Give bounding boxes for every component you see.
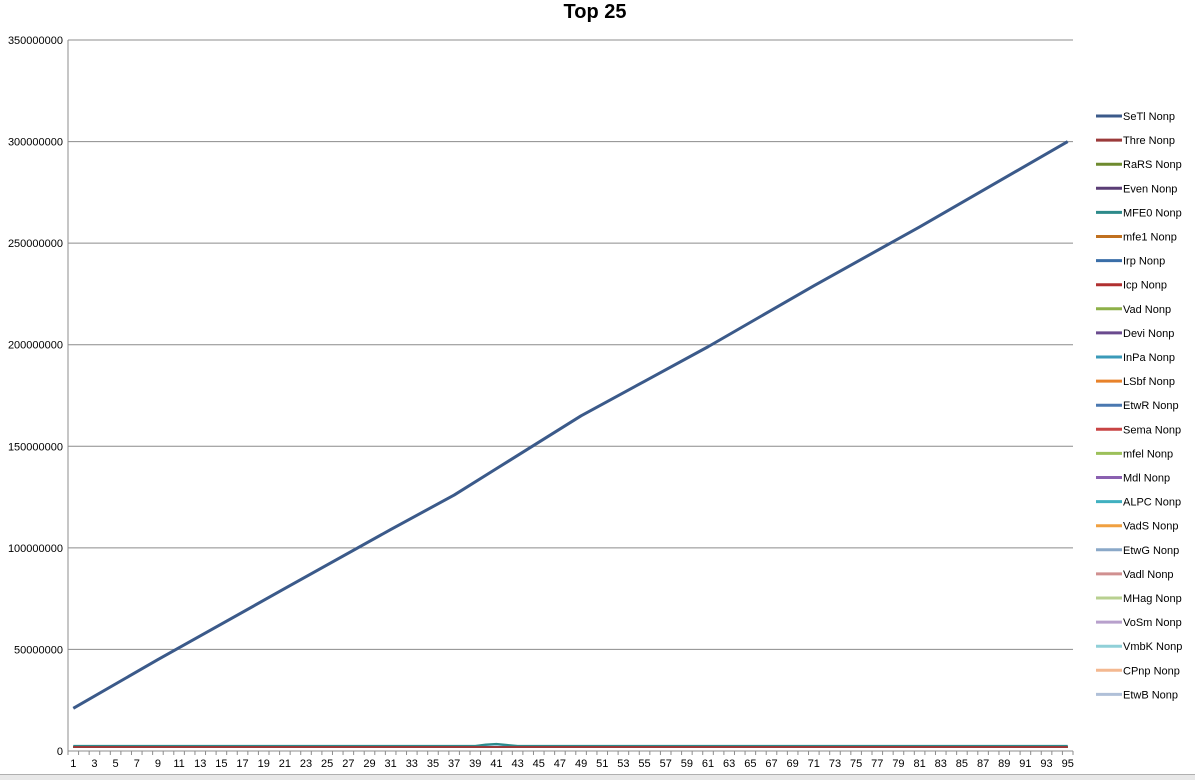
x-tick-label: 73 (829, 758, 841, 770)
x-tick-label: 63 (723, 758, 735, 770)
axes (67, 40, 1074, 755)
x-tick-label: 91 (1019, 758, 1031, 770)
legend-label: LSbf Nonp (1123, 376, 1175, 388)
x-tick-label: 19 (258, 758, 270, 770)
series-lines (72, 140, 1069, 748)
legend-label: Icp Nonp (1123, 280, 1167, 292)
x-tick-label: 47 (554, 758, 566, 770)
x-tick-label: 65 (744, 758, 756, 770)
x-tick-label: 3 (91, 758, 97, 770)
x-tick-label: 1 (70, 758, 76, 770)
x-tick-label: 33 (406, 758, 418, 770)
x-axis-tick-labels: 1 3 5 7 9 11 13 15 17 19 21 23 25 27 29 31 33 35 37 39 41 43 4… (70, 758, 1074, 770)
legend-label: MHag Nonp (1123, 593, 1182, 605)
legend-label: ALPC Nonp (1123, 497, 1181, 509)
x-tick-label: 53 (617, 758, 629, 770)
x-tick-label: 93 (1040, 758, 1052, 770)
legend-label: VmbK Nonp (1123, 641, 1182, 653)
x-tick-label: 69 (787, 758, 799, 770)
x-tick-label: 89 (998, 758, 1010, 770)
x-tick-label: 37 (448, 758, 460, 770)
legend-label: mfe1 Nonp (1123, 232, 1177, 244)
legend-label: Devi Nonp (1123, 328, 1174, 340)
y-tick-label: 250000000 (8, 238, 63, 250)
x-tick-label: 57 (660, 758, 672, 770)
y-tick-label: 200000000 (8, 340, 63, 352)
chart-title: Top 25 (564, 1, 627, 23)
x-tick-label: 43 (511, 758, 523, 770)
x-tick-label: 13 (194, 758, 206, 770)
x-tick-label: 29 (363, 758, 375, 770)
legend-label: SeTl Nonp (1123, 111, 1175, 123)
legend-label: Vad Nonp (1123, 304, 1171, 316)
x-tick-label: 23 (300, 758, 312, 770)
legend-label: EtwG Nonp (1123, 545, 1179, 557)
x-tick-label: 77 (871, 758, 883, 770)
legend-label: Thre Nonp (1123, 135, 1175, 147)
series-line-1 (72, 140, 1069, 710)
gridlines (68, 39, 1073, 650)
y-tick-label: 300000000 (8, 137, 63, 149)
x-tick-label: 81 (913, 758, 925, 770)
x-tick-label: 55 (638, 758, 650, 770)
x-tick-label: 35 (427, 758, 439, 770)
legend-label: VoSm Nonp (1123, 617, 1182, 629)
legend-label: RaRS Nonp (1123, 159, 1182, 171)
x-tick-label: 51 (596, 758, 608, 770)
x-tick-label: 5 (113, 758, 119, 770)
legend-label: MFE0 Nonp (1123, 207, 1182, 219)
x-tick-label: 39 (469, 758, 481, 770)
legend-label: Sema Nonp (1123, 424, 1181, 436)
x-tick-label: 85 (956, 758, 968, 770)
legend-label: Mdl Nonp (1123, 473, 1170, 485)
x-tick-label: 87 (977, 758, 989, 770)
x-tick-label: 67 (765, 758, 777, 770)
x-tick-label: 49 (575, 758, 587, 770)
legend-label: EtwR Nonp (1123, 400, 1179, 412)
x-tick-label: 11 (173, 758, 184, 770)
x-tick-label: 9 (155, 758, 161, 770)
y-tick-label: 0 (57, 746, 63, 758)
legend-label: Even Nonp (1123, 183, 1177, 195)
x-tick-label: 61 (702, 758, 714, 770)
y-tick-label: 100000000 (8, 543, 63, 555)
series-line-5 (73, 742, 1068, 747)
y-tick-label: 150000000 (8, 441, 63, 453)
y-axis-tick-labels: 0 50000000 100000000 150000000 200000000 2500… (8, 35, 63, 758)
legend: SeTl Nonp Thre Nonp RaRS Nonp Even Nonp MFE0… (1096, 111, 1182, 701)
legend-label: Irp Nonp (1123, 256, 1165, 268)
legend-label: CPnp Nonp (1123, 665, 1180, 677)
x-tick-label: 75 (850, 758, 862, 770)
x-tick-label: 31 (385, 758, 397, 770)
x-tick-label: 95 (1062, 758, 1074, 770)
x-tick-label: 15 (215, 758, 227, 770)
x-tick-label: 17 (236, 758, 248, 770)
y-tick-label: 50000000 (14, 644, 63, 656)
x-tick-label: 7 (134, 758, 140, 770)
x-tick-label: 21 (279, 758, 291, 770)
x-tick-label: 41 (490, 758, 502, 770)
legend-label: VadS Nonp (1123, 521, 1178, 533)
legend-label: EtwB Nonp (1123, 689, 1178, 701)
x-tick-label: 59 (681, 758, 693, 770)
y-tick-label: 350000000 (8, 35, 63, 47)
x-tick-label: 25 (321, 758, 333, 770)
legend-label: Vadl Nonp (1123, 569, 1174, 581)
x-tick-label: 45 (533, 758, 545, 770)
legend-label: InPa Nonp (1123, 352, 1175, 364)
sheet-tab-strip (0, 774, 1195, 780)
x-tick-label: 79 (892, 758, 904, 770)
x-tick-label: 71 (808, 758, 820, 770)
x-tick-label: 83 (935, 758, 947, 770)
x-tick-label: 27 (342, 758, 354, 770)
legend-label: mfel Nonp (1123, 448, 1173, 460)
